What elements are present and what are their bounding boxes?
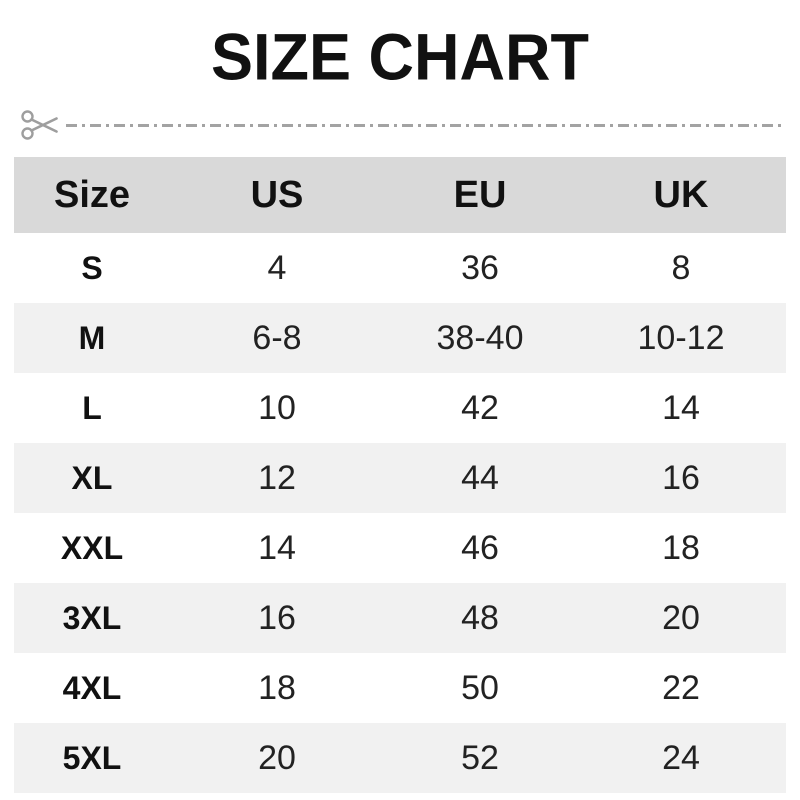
col-header-eu: EU <box>453 173 507 216</box>
us-value: 4 <box>267 248 287 287</box>
eu-value: 42 <box>461 388 499 427</box>
eu-value: 52 <box>461 738 499 777</box>
table-row: 3XL 16 48 20 <box>14 583 786 653</box>
size-table: Size US EU UK S 4 36 8 M 6-8 38-40 10-12… <box>14 157 786 793</box>
eu-value: 36 <box>461 248 499 287</box>
uk-value: 22 <box>662 668 700 707</box>
table-row: 5XL 20 52 24 <box>14 723 786 793</box>
uk-value: 18 <box>662 528 700 567</box>
uk-value: 8 <box>671 248 691 287</box>
table-header-row: Size US EU UK <box>14 157 786 233</box>
table-row: S 4 36 8 <box>14 233 786 303</box>
table-row: 4XL 18 50 22 <box>14 653 786 723</box>
us-value: 10 <box>258 388 296 427</box>
col-header-us: US <box>250 173 304 216</box>
size-label: 4XL <box>62 669 122 706</box>
us-value: 20 <box>258 738 296 777</box>
eu-value: 44 <box>461 458 499 497</box>
table-body: S 4 36 8 M 6-8 38-40 10-12 L 10 42 14 XL… <box>14 233 786 793</box>
size-label: S <box>81 249 103 286</box>
scissors-icon <box>20 106 60 144</box>
eu-value: 38-40 <box>436 318 524 357</box>
col-header-size: Size <box>53 173 131 216</box>
table-row: XL 12 44 16 <box>14 443 786 513</box>
uk-value: 16 <box>662 458 700 497</box>
table-row: M 6-8 38-40 10-12 <box>14 303 786 373</box>
cut-line <box>20 105 786 145</box>
size-label: XXL <box>60 529 124 566</box>
page-title: SIZE CHART <box>211 21 589 94</box>
size-label: 5XL <box>62 739 122 776</box>
size-label: M <box>78 319 106 356</box>
eu-value: 50 <box>461 668 499 707</box>
us-value: 16 <box>258 598 296 637</box>
us-value: 6-8 <box>252 318 302 357</box>
size-label: XL <box>71 459 113 496</box>
uk-value: 20 <box>662 598 700 637</box>
table-row: L 10 42 14 <box>14 373 786 443</box>
uk-value: 10-12 <box>637 318 725 357</box>
table-row: XXL 14 46 18 <box>14 513 786 583</box>
dashed-cut-line <box>66 123 786 127</box>
eu-value: 46 <box>461 528 499 567</box>
uk-value: 14 <box>662 388 700 427</box>
size-label: 3XL <box>62 599 122 636</box>
uk-value: 24 <box>662 738 700 777</box>
us-value: 12 <box>258 458 296 497</box>
size-label: L <box>82 389 102 426</box>
col-header-uk: UK <box>653 173 709 216</box>
eu-value: 48 <box>461 598 499 637</box>
us-value: 18 <box>258 668 296 707</box>
us-value: 14 <box>258 528 296 567</box>
